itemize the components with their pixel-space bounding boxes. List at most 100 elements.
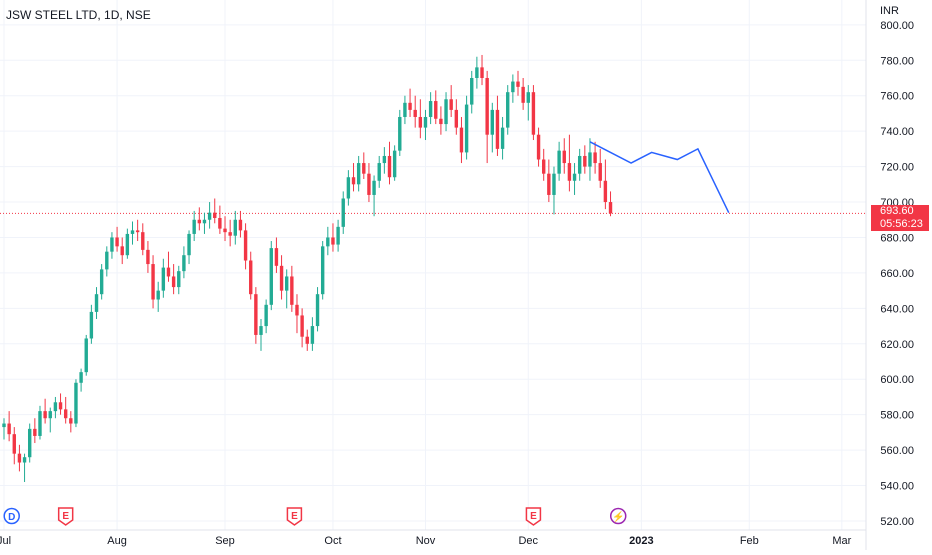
candle[interactable]	[2, 418, 6, 440]
candle[interactable]	[197, 207, 202, 231]
candle[interactable]	[171, 264, 176, 295]
candle[interactable]	[207, 202, 212, 229]
candle[interactable]	[233, 210, 237, 245]
event-marker-earnings[interactable]: E	[286, 507, 303, 526]
candle[interactable]	[459, 116, 464, 164]
candle[interactable]	[428, 92, 433, 125]
candle[interactable]	[542, 148, 546, 181]
candle[interactable]	[53, 396, 58, 419]
candle[interactable]	[130, 221, 135, 245]
candle[interactable]	[418, 99, 423, 139]
candle[interactable]	[161, 258, 166, 298]
candle[interactable]	[254, 287, 258, 344]
candle[interactable]	[511, 74, 515, 103]
candle[interactable]	[177, 265, 181, 295]
candle[interactable]	[300, 308, 304, 348]
trend-line[interactable]	[589, 141, 730, 213]
candle[interactable]	[536, 127, 541, 167]
candle[interactable]	[403, 95, 407, 125]
candle[interactable]	[290, 265, 294, 312]
candle[interactable]	[125, 228, 130, 259]
candle[interactable]	[63, 396, 68, 424]
candle[interactable]	[17, 444, 22, 472]
candle[interactable]	[295, 294, 299, 334]
candle[interactable]	[110, 232, 114, 259]
candle[interactable]	[495, 95, 500, 156]
candle[interactable]	[156, 281, 160, 312]
candle[interactable]	[577, 148, 582, 181]
candle[interactable]	[146, 241, 150, 273]
candle[interactable]	[449, 85, 453, 117]
candle[interactable]	[310, 317, 315, 351]
candle[interactable]	[572, 163, 577, 195]
candle[interactable]	[557, 141, 561, 181]
candle[interactable]	[372, 175, 376, 217]
event-marker-earnings[interactable]: E	[525, 507, 542, 526]
candle[interactable]	[58, 393, 63, 415]
candle[interactable]	[531, 85, 536, 141]
candle[interactable]	[48, 407, 52, 433]
candle[interactable]	[326, 226, 330, 256]
candle[interactable]	[315, 287, 320, 332]
candles[interactable]	[2, 54, 613, 483]
candle[interactable]	[413, 95, 417, 128]
events[interactable]: D E E E ⚡	[3, 507, 627, 526]
candle[interactable]	[243, 223, 248, 270]
candle[interactable]	[341, 191, 345, 234]
candle[interactable]	[115, 226, 119, 252]
event-marker-dividend[interactable]: D	[3, 507, 20, 525]
candle[interactable]	[89, 304, 94, 344]
candle[interactable]	[218, 205, 222, 234]
candle[interactable]	[552, 166, 556, 215]
candle[interactable]	[84, 334, 88, 376]
price-axis[interactable]: 800.00780.00760.00740.00720.00700.00680.…	[865, 0, 914, 550]
candle[interactable]	[79, 368, 83, 392]
candle[interactable]	[392, 145, 397, 181]
candle[interactable]	[33, 418, 37, 444]
candle[interactable]	[506, 85, 510, 135]
candle[interactable]	[362, 152, 366, 180]
candle[interactable]	[279, 255, 284, 300]
candle[interactable]	[120, 237, 124, 265]
candle[interactable]	[356, 155, 361, 192]
candle[interactable]	[249, 251, 253, 300]
candle[interactable]	[187, 230, 191, 265]
candle[interactable]	[305, 329, 309, 351]
event-marker-split[interactable]: ⚡	[609, 507, 627, 525]
event-marker-earnings[interactable]: E	[57, 507, 74, 526]
candle[interactable]	[464, 95, 469, 160]
candle[interactable]	[105, 246, 109, 277]
candle[interactable]	[439, 106, 443, 135]
candle[interactable]	[43, 398, 47, 424]
candle[interactable]	[238, 210, 243, 238]
candle[interactable]	[213, 198, 217, 224]
candle[interactable]	[259, 318, 263, 351]
candle[interactable]	[28, 423, 32, 463]
candle[interactable]	[285, 269, 289, 309]
trend-line-drawing[interactable]	[589, 141, 730, 213]
candle[interactable]	[583, 145, 587, 174]
candle[interactable]	[264, 299, 268, 334]
candle[interactable]	[608, 191, 613, 217]
candle[interactable]	[274, 237, 279, 273]
candle[interactable]	[74, 379, 78, 428]
candle[interactable]	[202, 212, 207, 234]
candle[interactable]	[223, 216, 227, 242]
candle[interactable]	[521, 78, 525, 110]
candle[interactable]	[470, 70, 474, 114]
candle[interactable]	[12, 427, 16, 465]
candle[interactable]	[69, 411, 73, 433]
candle[interactable]	[480, 54, 484, 86]
candle[interactable]	[434, 90, 438, 125]
candle[interactable]	[351, 163, 356, 192]
candle[interactable]	[320, 241, 325, 300]
candle[interactable]	[398, 109, 402, 156]
candle[interactable]	[588, 138, 592, 181]
candle[interactable]	[367, 163, 371, 203]
candle[interactable]	[269, 241, 273, 311]
candle[interactable]	[603, 159, 608, 210]
candle[interactable]	[7, 411, 11, 442]
candle[interactable]	[135, 219, 140, 242]
candle[interactable]	[598, 148, 602, 188]
